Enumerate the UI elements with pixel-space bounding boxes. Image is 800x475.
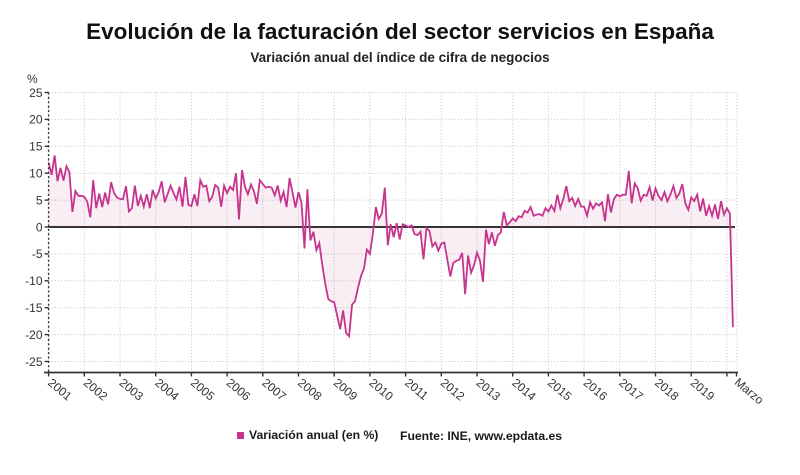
svg-text:10: 10 bbox=[29, 167, 43, 181]
svg-text:2016: 2016 bbox=[581, 376, 611, 404]
svg-text:%: % bbox=[27, 72, 38, 86]
svg-text:0: 0 bbox=[36, 220, 43, 234]
svg-text:-15: -15 bbox=[25, 301, 43, 315]
svg-text:Marzo: Marzo bbox=[732, 375, 767, 407]
svg-text:-20: -20 bbox=[25, 328, 43, 342]
svg-text:2018: 2018 bbox=[652, 376, 682, 404]
svg-text:-10: -10 bbox=[25, 274, 43, 288]
svg-text:2003: 2003 bbox=[117, 376, 147, 404]
svg-text:2004: 2004 bbox=[152, 376, 182, 404]
svg-text:2005: 2005 bbox=[188, 376, 218, 404]
svg-text:2007: 2007 bbox=[259, 376, 289, 404]
svg-text:2012: 2012 bbox=[438, 376, 468, 404]
svg-text:2011: 2011 bbox=[402, 376, 431, 404]
svg-text:-25: -25 bbox=[25, 355, 43, 369]
svg-text:2002: 2002 bbox=[81, 376, 111, 404]
svg-text:25: 25 bbox=[29, 86, 43, 100]
svg-text:2015: 2015 bbox=[545, 376, 575, 404]
svg-text:15: 15 bbox=[29, 140, 43, 154]
svg-text:20: 20 bbox=[29, 113, 43, 127]
svg-text:5: 5 bbox=[36, 193, 43, 207]
svg-text:2014: 2014 bbox=[509, 376, 539, 404]
svg-text:2019: 2019 bbox=[688, 376, 718, 404]
svg-text:-5: -5 bbox=[32, 247, 43, 261]
svg-text:2006: 2006 bbox=[224, 376, 254, 404]
svg-text:2010: 2010 bbox=[366, 376, 396, 404]
svg-text:2009: 2009 bbox=[331, 376, 361, 404]
svg-text:2001: 2001 bbox=[45, 376, 75, 404]
svg-text:2008: 2008 bbox=[295, 376, 325, 404]
svg-text:2013: 2013 bbox=[474, 376, 504, 404]
svg-text:2017: 2017 bbox=[616, 376, 646, 404]
